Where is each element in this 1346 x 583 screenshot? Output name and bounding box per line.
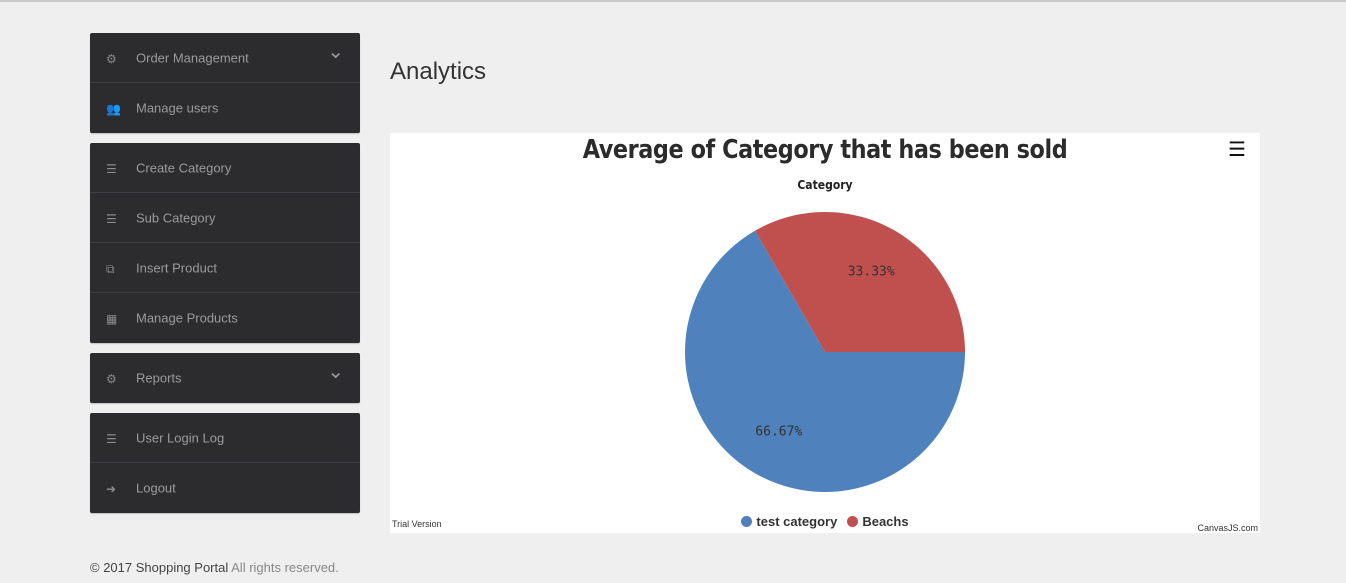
- trial-watermark: Trial Version: [392, 519, 442, 529]
- users-icon: 👥: [106, 101, 121, 116]
- pie-plot: 66.67% 33.33%: [685, 211, 965, 492]
- sidebar-item-label: Logout: [136, 480, 176, 496]
- chevron-down-icon[interactable]: ⌄: [327, 361, 344, 383]
- chart-legend: test category Beachs: [390, 514, 1260, 529]
- legend-item[interactable]: Beachs: [847, 514, 909, 529]
- sidebar-item-label: Insert Product: [136, 260, 217, 276]
- nav-group: ☰ User Login Log ➜ Logout: [90, 413, 360, 513]
- sidebar-item-manage-products[interactable]: ▦ Manage Products: [90, 293, 360, 343]
- chevron-down-icon[interactable]: ⌄: [327, 41, 344, 63]
- page-title: Analytics: [390, 58, 487, 85]
- nav-group: ☰ Create Category ☰ Sub Category ⧉ Insert Pro…: [90, 143, 360, 343]
- canvasjs-credit[interactable]: CanvasJS.com: [1197, 523, 1258, 533]
- sidebar-item-logout[interactable]: ➜ Logout: [90, 463, 360, 513]
- sidebar-item-insert-product[interactable]: ⧉ Insert Product: [90, 243, 360, 293]
- copy-icon: ⧉: [106, 261, 115, 276]
- table-icon: ▦: [106, 311, 118, 326]
- sidebar-item-label: Manage users: [136, 100, 219, 116]
- sidebar-item-label: Manage Products: [136, 310, 238, 326]
- legend-marker: [847, 516, 859, 527]
- top-border: [0, 0, 1346, 2]
- sidebar-item-reports[interactable]: ⚙ Reports ⌄: [90, 353, 360, 403]
- legend-item[interactable]: test category: [741, 514, 837, 529]
- footer-rights: All rights reserved.: [228, 560, 339, 575]
- sidebar-item-label: User Login Log: [136, 430, 225, 446]
- legend-marker: [741, 516, 753, 527]
- legend-label: test category: [756, 514, 838, 529]
- list-icon: ☰: [106, 431, 117, 446]
- pie-chart: Average of Category that has been sold C…: [390, 133, 1260, 533]
- footer: © 2017 Shopping Portal All rights reserv…: [90, 560, 339, 575]
- pie-slice-beachs[interactable]: [755, 211, 965, 352]
- nav-group: ⚙ Order Management ⌄ 👥 Manage users: [90, 33, 360, 133]
- sidebar-item-label: Order Management: [136, 50, 249, 66]
- list-icon: ☰: [106, 211, 117, 226]
- sidebar: ⚙ Order Management ⌄ 👥 Manage users ☰ Create C…: [90, 33, 360, 523]
- sidebar-item-create-category[interactable]: ☰ Create Category: [90, 143, 360, 193]
- sidebar-item-order-management[interactable]: ⚙ Order Management ⌄: [90, 33, 360, 83]
- sidebar-item-manage-users[interactable]: 👥 Manage users: [90, 83, 360, 133]
- sidebar-item-sub-category[interactable]: ☰ Sub Category: [90, 193, 360, 243]
- pie-slice-label: 66.67%: [755, 425, 802, 440]
- gear-icon: ⚙: [106, 371, 117, 386]
- sidebar-item-label: Reports: [136, 370, 182, 386]
- sign-out-icon: ➜: [106, 481, 117, 496]
- footer-copyright: © 2017 Shopping Portal: [90, 560, 229, 575]
- list-icon: ☰: [106, 161, 117, 176]
- pie-slice-test-category[interactable]: [685, 230, 965, 492]
- chart-subtitle: Category: [797, 178, 853, 192]
- chart-menu-icon[interactable]: ☰: [1228, 139, 1246, 161]
- chart-title: Average of Category that has been sold: [582, 135, 1068, 165]
- legend-label: Beachs: [862, 514, 909, 529]
- sidebar-item-label: Sub Category: [136, 210, 216, 226]
- sidebar-item-label: Create Category: [136, 160, 232, 176]
- sidebar-item-user-login-log[interactable]: ☰ User Login Log: [90, 413, 360, 463]
- pie-slice-label: 33.33%: [848, 264, 895, 279]
- nav-group: ⚙ Reports ⌄: [90, 353, 360, 403]
- gear-icon: ⚙: [106, 51, 117, 66]
